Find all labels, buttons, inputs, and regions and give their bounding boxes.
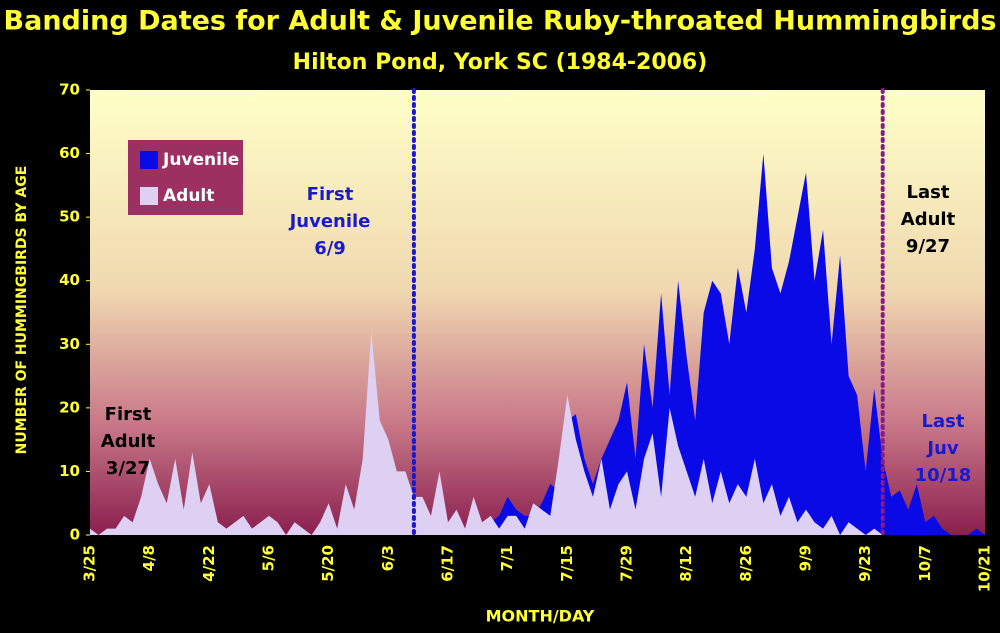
y-tick-label: 50 bbox=[59, 208, 80, 226]
x-tick-label: 4/8 bbox=[140, 545, 158, 571]
x-tick-label: 6/17 bbox=[439, 545, 457, 582]
x-tick-label: 5/6 bbox=[260, 545, 278, 571]
y-tick-label: 70 bbox=[59, 81, 80, 99]
y-tick-label: 10 bbox=[59, 462, 80, 480]
annotation: First bbox=[307, 184, 354, 205]
y-tick-label: 0 bbox=[70, 526, 80, 544]
x-tick-label: 7/1 bbox=[498, 545, 516, 571]
annotation: Last bbox=[907, 182, 950, 203]
y-tick-label: 40 bbox=[59, 271, 80, 289]
chart-subtitle: Hilton Pond, York SC (1984-2006) bbox=[293, 50, 708, 75]
x-axis-label: MONTH/DAY bbox=[486, 607, 595, 626]
chart-title: Banding Dates for Adult & Juvenile Ruby-… bbox=[4, 6, 997, 37]
legend-label: Juvenile bbox=[162, 150, 239, 170]
y-tick-label: 30 bbox=[59, 335, 80, 353]
annotation: 9/27 bbox=[906, 236, 950, 257]
annotation: 10/18 bbox=[915, 465, 972, 486]
area-adult bbox=[90, 331, 985, 535]
x-tick-label: 5/20 bbox=[319, 545, 337, 582]
annotation: Adult bbox=[101, 431, 156, 452]
annotation: Juvenile bbox=[288, 211, 371, 232]
annotation: 3/27 bbox=[106, 458, 150, 479]
annotation: 6/9 bbox=[314, 238, 346, 259]
annotation: Juv bbox=[925, 438, 959, 459]
annotation: First bbox=[105, 404, 152, 425]
x-tick-label: 3/25 bbox=[81, 545, 99, 582]
legend-label: Adult bbox=[163, 186, 214, 206]
legend-swatch bbox=[140, 151, 158, 169]
y-tick-label: 20 bbox=[59, 398, 80, 416]
x-tick-label: 8/26 bbox=[737, 545, 755, 582]
annotation: Adult bbox=[901, 209, 956, 230]
x-tick-label: 8/12 bbox=[677, 545, 695, 582]
y-tick-label: 60 bbox=[59, 144, 80, 162]
annotation: Last bbox=[922, 411, 965, 432]
x-tick-label: 9/9 bbox=[797, 545, 815, 571]
x-tick-label: 6/3 bbox=[379, 545, 397, 571]
x-tick-label: 7/29 bbox=[618, 545, 636, 582]
area-juvenile bbox=[90, 153, 985, 536]
legend-swatch bbox=[140, 187, 158, 205]
x-tick-label: 9/23 bbox=[856, 545, 874, 582]
x-tick-label: 4/22 bbox=[200, 545, 218, 582]
x-tick-label: 10/21 bbox=[976, 545, 994, 592]
x-tick-label: 10/7 bbox=[916, 545, 934, 582]
x-tick-label: 7/15 bbox=[558, 545, 576, 582]
y-axis-label: NUMBER OF HUMMINGBIRDS BY AGE bbox=[14, 166, 30, 455]
